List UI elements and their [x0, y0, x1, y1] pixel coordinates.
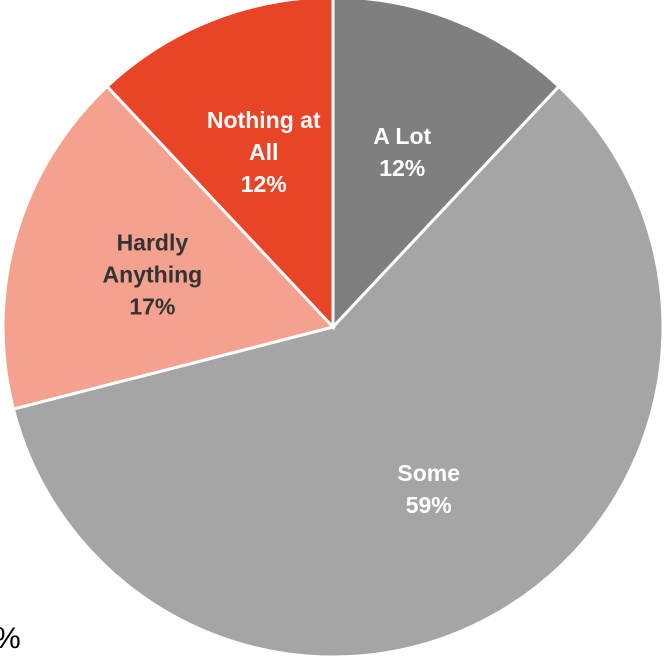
slice-category-label: Some: [397, 460, 460, 486]
data-label-some: Some 59%: [397, 460, 460, 518]
slice-category-label: Nothing at: [207, 107, 321, 133]
pie-slice-some: [11, 84, 664, 659]
pie-slice-a-lot: [331, 0, 562, 331]
slice-category-label: Anything: [103, 262, 203, 288]
slice-value-label: 17%: [129, 294, 175, 320]
slice-category-label: A Lot: [373, 123, 431, 149]
pie-slice-hardly-anything: [1, 84, 336, 411]
data-label-a-lot: A Lot 12%: [373, 123, 431, 181]
slice-value-label: 59%: [406, 492, 452, 518]
slice-category-label: All: [249, 139, 278, 165]
slice-value-label: 12%: [241, 171, 287, 197]
data-label-hardly-anything: Hardly Anything 17%: [103, 230, 203, 320]
slice-value-label: 12%: [379, 155, 425, 181]
data-label-nothing-at-all: Nothing at All 12%: [207, 107, 321, 197]
pie-slice-nothing-at-all: [104, 0, 335, 331]
stray-percent-sign: %: [0, 622, 21, 656]
slice-category-label: Hardly: [117, 230, 189, 256]
